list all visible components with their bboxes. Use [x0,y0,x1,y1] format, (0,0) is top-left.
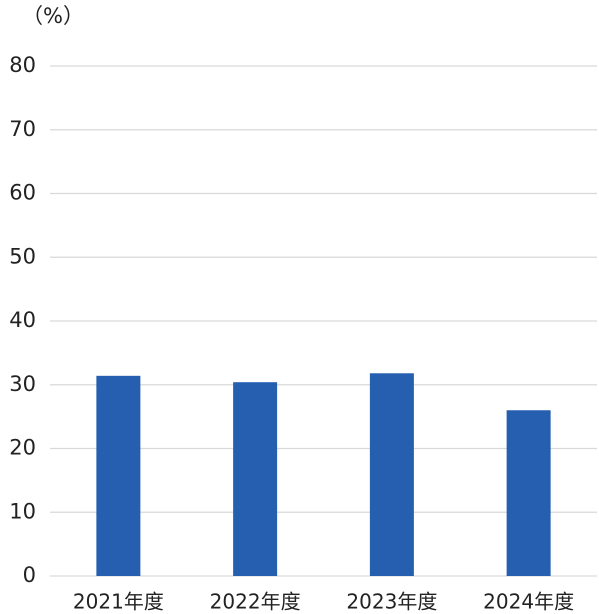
y-axis-label: （%） [22,4,84,28]
x-tick-label: 2024年度 [483,590,574,614]
y-tick-label: 50 [9,244,36,268]
x-tick-label: 2023年度 [346,590,437,614]
y-tick-label: 10 [9,499,36,523]
bar [96,375,141,576]
bar [233,382,278,576]
y-tick-label: 0 [23,563,36,587]
bar [369,373,414,576]
bar [506,410,551,576]
x-tick-label: 2021年度 [73,590,164,614]
y-tick-label: 70 [9,117,36,141]
y-tick-label: 30 [9,372,36,396]
y-tick-label: 60 [9,181,36,205]
y-tick-label: 80 [9,53,36,77]
x-tick-label: 2022年度 [210,590,301,614]
y-tick-label: 20 [9,436,36,460]
y-tick-label: 40 [9,308,36,332]
